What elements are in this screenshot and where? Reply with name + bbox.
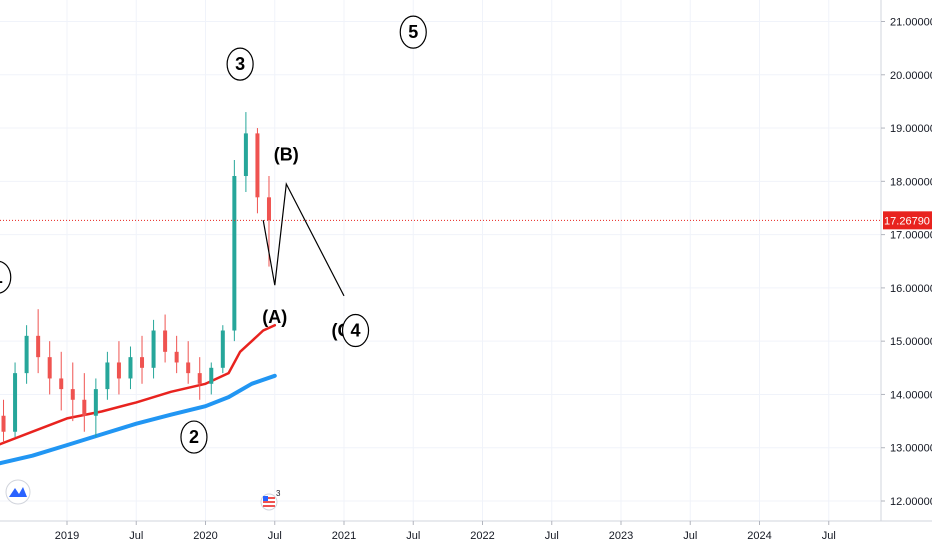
x-axis[interactable]: 2019 Jul 2020 Jul 2021 Jul 2022 Jul 2023 Jul 2024 J…	[55, 521, 836, 542]
candle	[243, 112, 248, 192]
wave-label-4: 4	[341, 313, 370, 348]
moving-average-1	[0, 323, 277, 446]
svg-text:1: 1	[0, 267, 3, 287]
y-tick-label: 17.00000	[890, 230, 932, 242]
candle	[13, 362, 18, 438]
svg-text:2: 2	[189, 427, 199, 447]
y-tick-label: 12.00000	[890, 496, 932, 508]
candle	[59, 351, 64, 411]
wave-label-2: 2	[180, 420, 208, 454]
y-tick-label: 14.00000	[890, 389, 932, 401]
candle	[151, 319, 156, 379]
us-flag-icon[interactable]: 3	[260, 489, 281, 511]
x-tick-label: 2023	[609, 530, 633, 542]
y-tick-label: 16.00000	[890, 283, 932, 295]
candle	[232, 160, 237, 342]
svg-text:3: 3	[235, 54, 245, 74]
wave-label-B: (B)	[274, 145, 299, 165]
x-tick-label: Jul	[129, 530, 143, 542]
x-tick-label: Jul	[822, 530, 836, 542]
x-tick-label: Jul	[406, 530, 420, 542]
wave-label-5: 5	[399, 15, 427, 49]
candle	[197, 357, 202, 400]
x-tick-label: Jul	[268, 530, 282, 542]
moving-average-layer	[0, 323, 277, 466]
wave-label-A: (A)	[262, 307, 287, 327]
candle-layer	[1, 112, 271, 443]
x-tick-label: 2022	[470, 530, 494, 542]
y-tick-label: 21.00000	[890, 17, 932, 29]
x-tick-label: 2024	[747, 530, 771, 542]
x-tick-label: Jul	[683, 530, 697, 542]
x-tick-label: 2019	[55, 530, 79, 542]
current-price-tag-bg	[883, 211, 932, 230]
y-tick-label: 20.00000	[890, 70, 932, 82]
candle	[174, 335, 179, 374]
candle	[82, 373, 87, 432]
candle	[93, 378, 98, 438]
candle	[70, 362, 75, 422]
candle	[128, 346, 133, 390]
candle	[163, 314, 168, 363]
current-price-label: 17.26790	[884, 215, 930, 227]
candle	[140, 335, 145, 384]
us-flag-badge: 3	[276, 489, 281, 498]
current-price-tag: 17.26790	[883, 211, 932, 230]
candle	[255, 128, 260, 214]
candle	[47, 341, 52, 395]
candle	[1, 399, 6, 443]
candle	[186, 341, 191, 384]
svg-text:4: 4	[351, 321, 361, 341]
svg-text:(A): (A)	[262, 307, 287, 327]
tradingview-logo-icon[interactable]	[5, 479, 31, 505]
x-tick-label: 2020	[193, 530, 217, 542]
y-axis[interactable]: 12.00000 13.00000 14.00000 15.00000 16.00000…	[881, 17, 932, 509]
wave-label-3: 3	[226, 47, 254, 81]
elliott-projection-path	[262, 181, 345, 297]
candle	[105, 351, 110, 400]
candle	[209, 362, 214, 395]
candle	[24, 325, 29, 384]
wave-label-1: 1	[0, 260, 12, 294]
candle	[220, 325, 225, 374]
x-tick-label: 2021	[332, 530, 356, 542]
y-tick-label: 19.00000	[890, 123, 932, 135]
x-tick-label: Jul	[545, 530, 559, 542]
y-tick-label: 18.00000	[890, 176, 932, 188]
svg-text:(B): (B)	[274, 145, 299, 165]
projection-layer	[262, 181, 345, 297]
candle	[36, 309, 41, 374]
wave-label-layer: 123(A)(B)(C)45	[0, 15, 427, 454]
y-tick-label: 13.00000	[890, 443, 932, 455]
candle	[116, 341, 121, 395]
grid-layer	[0, 0, 880, 521]
svg-text:5: 5	[408, 22, 418, 42]
moving-average-2	[0, 373, 277, 466]
y-tick-label: 15.00000	[890, 336, 932, 348]
